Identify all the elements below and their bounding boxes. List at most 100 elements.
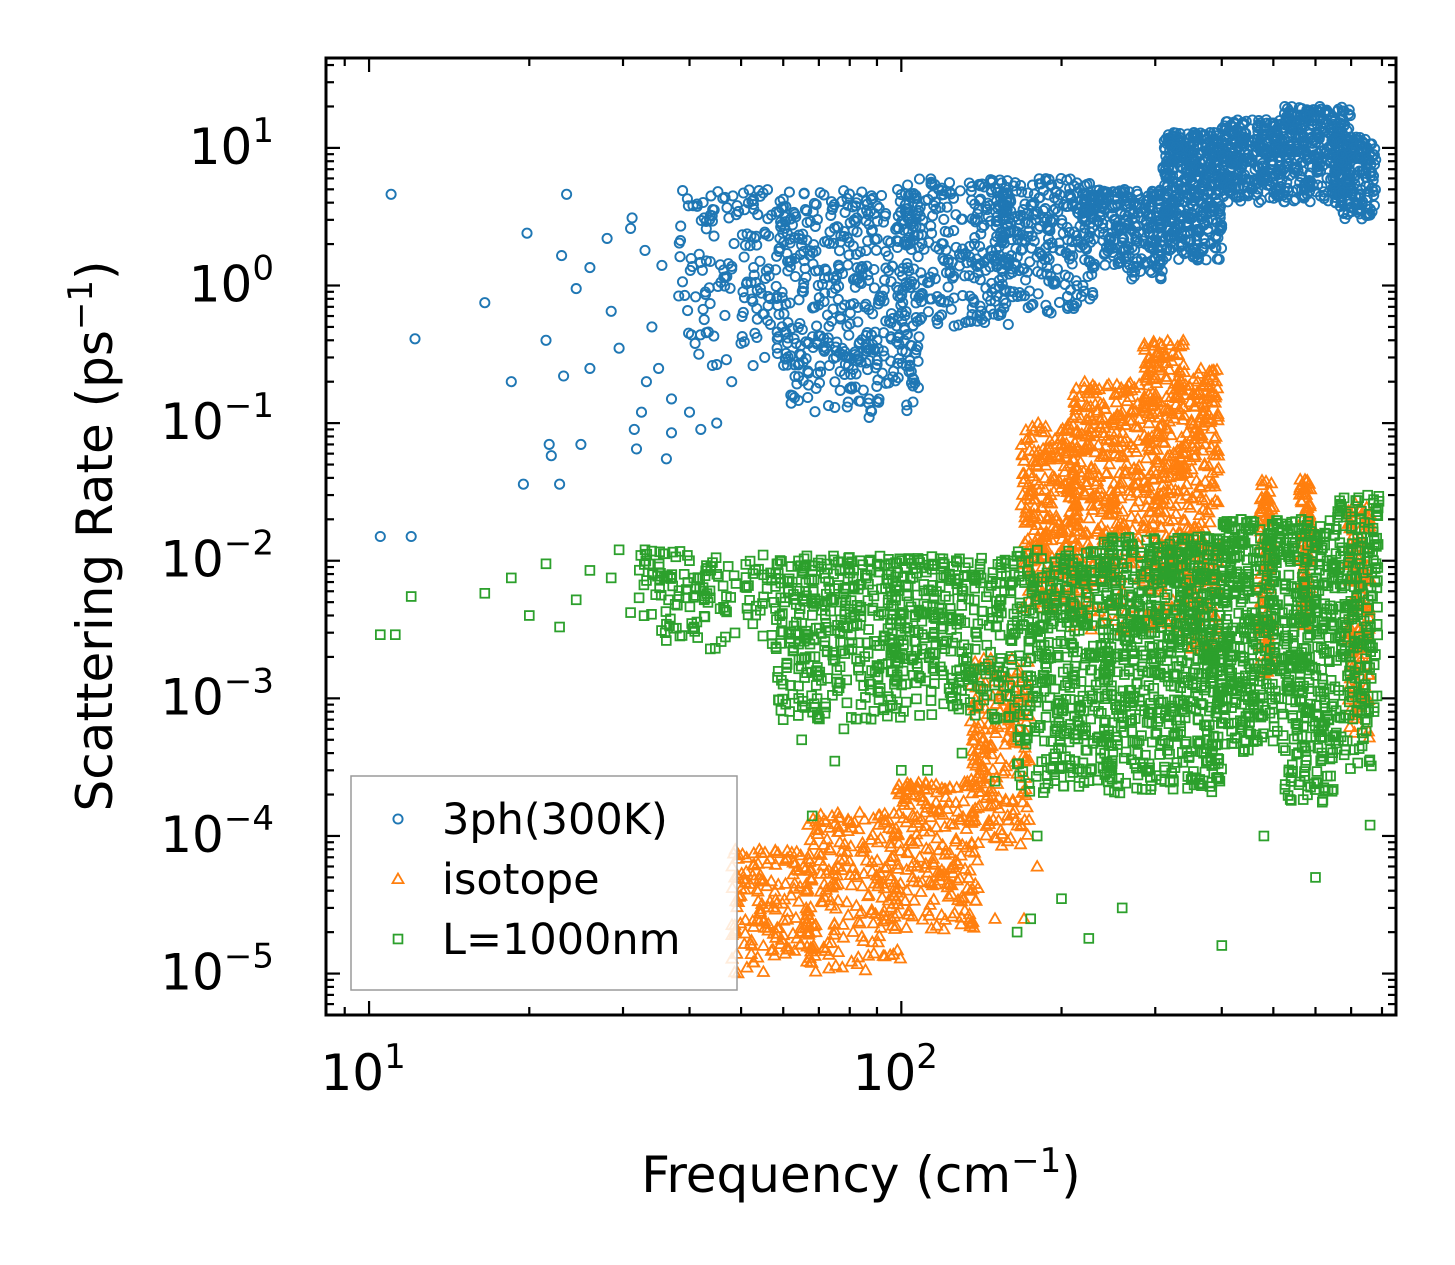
circle-point [1145, 211, 1157, 223]
circle-point [965, 185, 977, 197]
circle-point [1051, 263, 1063, 275]
circle-point [904, 281, 916, 294]
circle-point [1049, 203, 1062, 215]
circle-point [807, 258, 819, 270]
circle-point [751, 284, 763, 296]
circle-point [708, 204, 720, 216]
circle-point [796, 323, 808, 336]
circle-point [1084, 293, 1096, 305]
circle-point [1079, 242, 1091, 254]
circle-point [697, 303, 709, 315]
circle-point [904, 359, 916, 371]
circle-point [1211, 253, 1223, 265]
circle-point [699, 286, 711, 298]
circle-point [891, 336, 903, 348]
circle-point [849, 346, 861, 358]
circle-point [780, 298, 792, 310]
circle-point [938, 189, 950, 201]
circle-point [1028, 188, 1040, 200]
circle-point [913, 173, 926, 185]
circle-point [736, 310, 748, 322]
circle-point [865, 329, 878, 341]
circle-point [1055, 172, 1067, 185]
circle-point [917, 214, 929, 226]
circle-point [883, 377, 895, 389]
circle-point [796, 233, 808, 245]
circle-point [907, 320, 919, 332]
circle-point [852, 316, 864, 328]
circle-point [908, 263, 920, 275]
circle-point [718, 264, 730, 276]
circle-point [989, 283, 1001, 295]
circle-point [717, 192, 729, 204]
circle-point [677, 185, 689, 197]
circle-point [937, 252, 949, 264]
circle-point [1066, 258, 1078, 270]
circle-point [841, 352, 853, 364]
circle-point [984, 261, 996, 273]
circle-point [737, 187, 750, 199]
circle-point [909, 290, 921, 302]
circle-point [841, 401, 853, 413]
circle-point [839, 358, 851, 370]
circle-point [794, 317, 806, 330]
circle-point [882, 265, 895, 277]
circle-point [1131, 235, 1143, 247]
circle-point [833, 280, 845, 292]
circle-point [997, 294, 1010, 306]
circle-point [998, 214, 1010, 226]
circle-point [868, 263, 880, 276]
circle-point [933, 243, 945, 255]
circle-point [990, 195, 1003, 207]
circle-point [704, 298, 716, 310]
circle-point [848, 298, 860, 310]
circle-point [802, 367, 815, 379]
circle-point [1077, 280, 1089, 292]
circle-point [862, 269, 874, 281]
circle-point [1063, 226, 1076, 238]
circle-point [936, 238, 948, 250]
circle-point [781, 359, 793, 371]
circle-point [700, 215, 712, 227]
circle-point [1028, 235, 1040, 247]
circle-point [897, 284, 909, 296]
circle-point [1016, 186, 1028, 198]
circle-point [929, 273, 941, 285]
circle-point [1132, 220, 1144, 232]
circle-point [903, 366, 915, 378]
circle-point [782, 332, 794, 344]
circle-point [948, 225, 960, 237]
circle-point [1104, 232, 1116, 244]
circle-point [711, 359, 723, 371]
circle-point [738, 251, 750, 263]
circle-point [770, 264, 782, 276]
circle-point [841, 232, 853, 244]
circle-point [902, 203, 914, 215]
circle-point [995, 306, 1007, 318]
circle-point [869, 234, 881, 246]
circle-point [826, 287, 838, 299]
circle-point [974, 274, 986, 286]
circle-point [689, 337, 701, 349]
circle-point [1067, 200, 1079, 212]
circle-point [1147, 190, 1159, 202]
circle-point [893, 353, 905, 365]
circle-point [674, 251, 686, 263]
circle-point [739, 239, 751, 251]
circle-point [698, 314, 710, 326]
circle-point [679, 289, 691, 301]
circle-point [705, 190, 717, 202]
circle-point [1017, 229, 1029, 241]
circle-point [795, 349, 807, 361]
circle-point [747, 198, 759, 211]
circle-point [731, 200, 743, 212]
circle-point [796, 239, 808, 251]
circle-point [972, 267, 984, 279]
circle-point [798, 187, 810, 199]
circle-point [915, 296, 928, 308]
circle-point [1130, 233, 1142, 246]
circle-point [771, 342, 783, 354]
circle-point [917, 274, 929, 286]
circle-point [880, 315, 892, 327]
circle-point [1017, 210, 1029, 222]
